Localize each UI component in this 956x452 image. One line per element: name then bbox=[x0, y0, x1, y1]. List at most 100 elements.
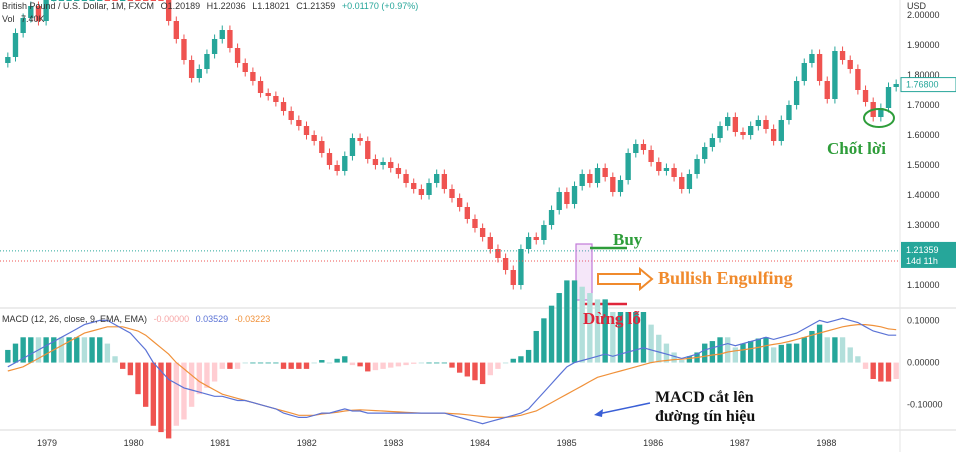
macd-histogram-bar bbox=[709, 341, 716, 363]
candle-body bbox=[219, 30, 225, 39]
candle-body bbox=[127, 0, 134, 1]
price-tick-label: 1.60000 bbox=[907, 130, 940, 140]
macd-histogram-bar bbox=[587, 293, 593, 363]
macd-cross-arrowhead bbox=[594, 409, 603, 417]
candle-body bbox=[640, 144, 647, 150]
candle-body bbox=[158, 0, 164, 1]
macd-histogram-bar bbox=[778, 344, 784, 363]
candle-body bbox=[809, 54, 815, 63]
symbol-title[interactable]: British Pound / U.S. Dollar, 1M, FXCM bbox=[2, 1, 155, 11]
candle-body bbox=[112, 0, 118, 1]
macd-histogram-bar bbox=[656, 334, 662, 363]
candle-body bbox=[556, 192, 562, 210]
candle-body bbox=[541, 225, 547, 240]
candle-body bbox=[372, 159, 379, 165]
candle-body bbox=[81, 0, 88, 1]
macd-histogram-bar bbox=[418, 362, 425, 364]
macd-histogram-bar bbox=[28, 337, 34, 363]
macd-histogram-bar bbox=[142, 362, 149, 407]
candle-body bbox=[587, 174, 593, 183]
macd-histogram-bar bbox=[495, 362, 501, 369]
macd-histogram-bar bbox=[610, 312, 616, 363]
macd-histogram-bar bbox=[479, 362, 486, 385]
candle-body bbox=[250, 72, 256, 81]
candle-body bbox=[66, 0, 72, 1]
candle-body bbox=[234, 48, 241, 63]
macd-histogram-bar bbox=[365, 362, 371, 372]
candle-body bbox=[265, 93, 271, 96]
macd-histogram-bar bbox=[319, 360, 325, 363]
candle-body bbox=[717, 126, 723, 138]
macd-histogram-bar bbox=[885, 362, 892, 382]
macd-histogram-bar bbox=[763, 337, 769, 363]
macd-histogram-bar bbox=[81, 337, 88, 363]
macd-histogram-bar bbox=[456, 362, 463, 373]
candle-body bbox=[257, 81, 264, 93]
candle-body bbox=[862, 90, 869, 102]
macd-histogram-bar bbox=[548, 305, 555, 363]
macd-label[interactable]: MACD (12, 26, close, 9, EMA, EMA) bbox=[2, 314, 148, 324]
candle-body bbox=[878, 108, 884, 117]
time-tick-label: 1988 bbox=[816, 438, 836, 448]
candle-body bbox=[104, 0, 111, 1]
macd-line-value: 0.03529 bbox=[195, 314, 229, 324]
macd-histogram-bar bbox=[640, 312, 647, 363]
macd-histogram-bar bbox=[816, 324, 823, 363]
price-tick-label: 1.10000 bbox=[907, 280, 940, 290]
candle-body bbox=[204, 54, 210, 69]
macd-note-line1: MACD cắt lên bbox=[655, 389, 754, 406]
candle-body bbox=[242, 63, 248, 72]
candle-body bbox=[188, 60, 195, 78]
candle-body bbox=[564, 192, 570, 204]
candle-body bbox=[120, 0, 126, 1]
buy-annotation: Buy bbox=[613, 230, 643, 249]
macd-histogram-bar bbox=[671, 352, 677, 363]
open-value: O1.20189 bbox=[160, 1, 201, 11]
price-tick-label: 1.70000 bbox=[907, 100, 940, 110]
price-tick-label: 1.80000 bbox=[907, 70, 940, 80]
macd-histogram-bar bbox=[188, 362, 195, 407]
current-price-tag-box bbox=[901, 241, 956, 268]
candle-body bbox=[479, 228, 486, 237]
candle-body bbox=[196, 69, 202, 78]
candle-body bbox=[472, 219, 478, 228]
candle-body bbox=[296, 120, 302, 126]
macd-histogram-bar bbox=[870, 362, 876, 380]
orange-arrow bbox=[597, 266, 654, 292]
candle-body bbox=[326, 153, 333, 165]
candle-body bbox=[770, 129, 777, 141]
candle-body bbox=[839, 51, 846, 60]
price-tick-label: 2.00000 bbox=[907, 10, 940, 20]
candle-body bbox=[97, 0, 103, 1]
macd-histogram-bar bbox=[824, 337, 830, 363]
macd-histogram-bar bbox=[89, 337, 95, 363]
macd-tick-label: -0.10000 bbox=[907, 400, 943, 410]
candle-body bbox=[801, 63, 807, 81]
time-tick-label: 1979 bbox=[37, 438, 57, 448]
volume-label: Vol bbox=[2, 14, 15, 24]
macd-histogram-bar bbox=[211, 362, 218, 382]
macd-histogram-bar bbox=[556, 293, 562, 363]
macd-histogram-bar bbox=[311, 362, 317, 364]
macd-histogram-bar bbox=[740, 343, 746, 363]
candle-body bbox=[663, 168, 670, 171]
macd-histogram-bar bbox=[403, 362, 409, 366]
macd-histogram-bar bbox=[12, 343, 19, 363]
candle-body bbox=[495, 249, 501, 258]
candle-body bbox=[388, 162, 394, 168]
candle-body bbox=[656, 162, 662, 171]
macd-histogram-bar bbox=[380, 362, 386, 369]
macd-histogram-bar bbox=[219, 362, 225, 369]
candle-body bbox=[671, 168, 677, 177]
macd-histogram-bar bbox=[855, 356, 861, 363]
candle-body bbox=[487, 237, 493, 249]
macd-histogram-bar bbox=[242, 362, 248, 364]
volume-header: Vol 7.40K bbox=[2, 14, 49, 24]
signal-line bbox=[7, 324, 897, 418]
macd-histogram-bar bbox=[725, 337, 731, 363]
candle-body bbox=[426, 183, 432, 195]
candle-body bbox=[694, 159, 700, 174]
macd-histogram-bar bbox=[571, 280, 578, 363]
macd-histogram-bar bbox=[786, 343, 792, 363]
